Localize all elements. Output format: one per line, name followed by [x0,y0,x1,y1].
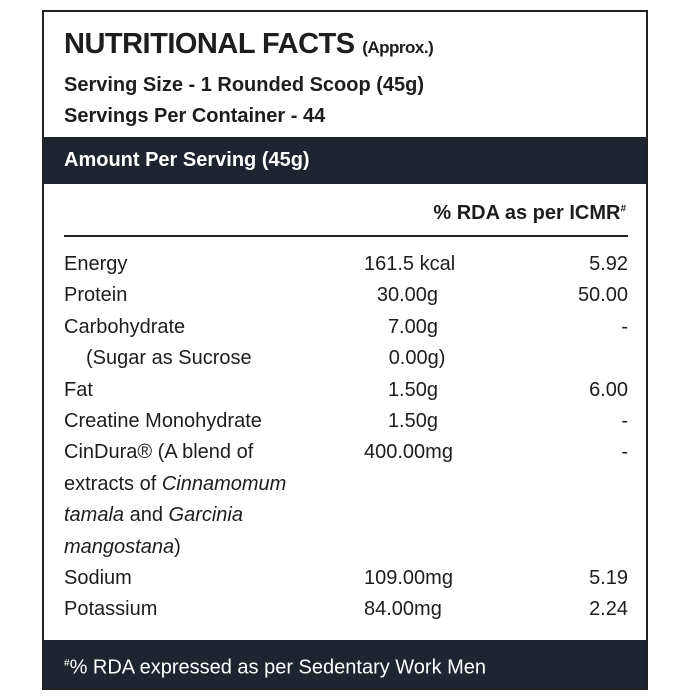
footnote-text: % RDA expressed as per Sedentary Work Me… [69,656,487,679]
nutrient-row: Potassium 84.00mg 2.24 [64,594,628,625]
name-text: (Sugar as Sucrose [86,347,252,370]
name-text: Sodium [64,567,132,589]
servings-per-container: Servings Per Container - 44 [64,105,326,127]
name-line: Potassium [64,594,364,625]
amount-band: Amount Per Serving (45g) [44,137,646,184]
name-text: Protein [64,284,128,307]
amount: 0.00g) [388,347,446,370]
rda-value: - [621,315,628,338]
name-text: Potassium [64,598,158,621]
rda-value: 5.92 [589,253,628,275]
rda-header-text: % RDA as per ICMR [433,202,621,224]
rda-value: 2.24 [589,598,628,621]
name-text: Creatine Monohydrate [64,410,262,433]
title-text: NUTRITIONAL FACTS [64,28,355,60]
rda-header-mark: # [620,203,626,215]
name-text: Fat [64,378,93,401]
name-text: Carbohydrate [64,315,186,338]
amount: 109.00mg [364,567,453,589]
name-text: extracts of [64,472,162,495]
nutrient-name: Protein [64,280,364,311]
footnote-band: #% RDA expressed as per Sedentary Work M… [44,640,646,688]
amount: 84.00mg [364,598,442,621]
name-line: Sodium [64,563,364,594]
footnote-mark: # [64,658,70,669]
rda-value: 6.00 [589,378,628,401]
nutrient-table: Energy 161.5 kcal 5.92 Protein 30.00g 50.00 Ca… [64,249,628,626]
rda-value: - [621,410,628,433]
name-line: extracts of Cinnamomum [64,469,364,500]
rda-value: - [621,441,628,464]
nutrient-row: (Sugar as Sucrose 0.00g) [64,343,628,374]
amount: 7.00g [387,315,438,338]
serving-size: Serving Size - 1 Rounded Scoop (45g) [64,74,425,96]
amount: 30.00g [376,284,438,307]
nutrient-row: CinDura® (A blend of extracts of Cinnamom… [64,437,628,563]
nutrient-name: Potassium [64,594,364,625]
name-line: Fat [64,375,364,406]
title: NUTRITIONAL FACTS (Approx.) [64,28,434,61]
name-line: Creatine Monohydrate [64,406,364,437]
name-text: Energy [64,253,128,275]
amount: 161.5 kcal [364,253,456,275]
nutrient-row: Energy 161.5 kcal 5.92 [64,249,628,280]
header-rule [64,235,628,237]
nutrition-panel: NUTRITIONAL FACTS (Approx.) Serving Size… [42,10,648,690]
title-note: (Approx.) [362,38,434,57]
amount: 400.00mg [364,441,453,464]
name-line: Energy [64,249,364,280]
nutrient-row: Carbohydrate 7.00g - [64,312,628,343]
rda-header: % RDA as per ICMR# [433,202,626,225]
nutrient-name: Sodium [64,563,364,594]
nutrient-name: (Sugar as Sucrose [64,343,374,374]
nutrient-name: Carbohydrate [64,312,364,343]
nutrient-name: CinDura® (A blend of extracts of Cinnamom… [64,437,364,563]
nutrient-name: Creatine Monohydrate [64,406,364,437]
name-text: CinDura® (A blend of [64,441,254,464]
amount: 1.50g [387,378,438,401]
amount: 1.50g [387,410,438,433]
name-line: mangostana) [64,532,364,563]
rda-value: 50.00 [577,284,628,307]
name-text: mangostana [64,535,175,558]
nutrient-name: Energy [64,249,364,280]
name-text: Cinnamomum [161,472,287,495]
name-text: tamala [64,504,125,527]
name-line: (Sugar as Sucrose [86,343,374,374]
name-line: tamala and Garcinia [64,500,364,531]
nutrient-row: Protein 30.00g 50.00 [64,280,628,311]
nutrient-name: Fat [64,375,364,406]
name-text: and [124,504,169,527]
name-text: Garcinia [168,504,243,527]
nutrient-row: Creatine Monohydrate 1.50g - [64,406,628,437]
name-line: Protein [64,280,364,311]
rda-value: 5.19 [589,567,628,589]
rda-value [445,343,628,374]
name-text: ) [174,535,181,558]
name-line: Carbohydrate [64,312,364,343]
nutrient-row: Fat 1.50g 6.00 [64,375,628,406]
nutrient-row: Sodium 109.00mg 5.19 [64,563,628,594]
name-line: CinDura® (A blend of [64,437,364,468]
